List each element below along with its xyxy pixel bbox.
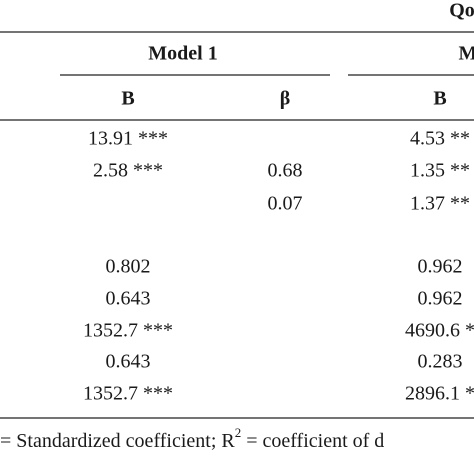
header-top: Qo [449, 0, 474, 22]
table-cell: 2896.1 * [405, 383, 474, 405]
table-cell: 0.68 [268, 160, 303, 182]
table-cell: 0.802 [106, 256, 151, 278]
table-body: 13.91 *** 4.53 ** 2.58 *** 0.68 1.35 ** 0.07 1… [83, 128, 474, 405]
table-cell: 13.91 *** [88, 128, 168, 150]
table-cell: 4690.6 * [405, 320, 474, 342]
table-cell: 4.53 ** [410, 128, 470, 150]
table-cell: 1.35 ** [410, 160, 470, 182]
table-cell: 0.643 [106, 288, 151, 310]
table-cell: 1352.7 *** [83, 320, 173, 342]
footnote-sup: 2 [235, 425, 242, 440]
column-header: B [433, 88, 446, 110]
footnote-text: = Standardized coefficient; R [0, 430, 235, 452]
column-header: B [121, 88, 134, 110]
footnote-text: = coefficient of d [241, 430, 384, 452]
table-cell: 0.643 [106, 351, 151, 373]
footnote: = Standardized coefficient; R2 = coeffic… [0, 425, 384, 452]
column-header: β [280, 88, 291, 110]
table-cell: 0.07 [268, 193, 303, 215]
group-header: M [459, 43, 474, 65]
table-cell: 1352.7 *** [83, 383, 173, 405]
group-header: Model 1 [148, 43, 217, 65]
table-cell: 0.283 [418, 351, 463, 373]
table-cell: 0.962 [418, 256, 463, 278]
table-cell: 0.962 [418, 288, 463, 310]
table-cell: 2.58 *** [93, 160, 163, 182]
table-cell: 1.37 ** [410, 193, 470, 215]
